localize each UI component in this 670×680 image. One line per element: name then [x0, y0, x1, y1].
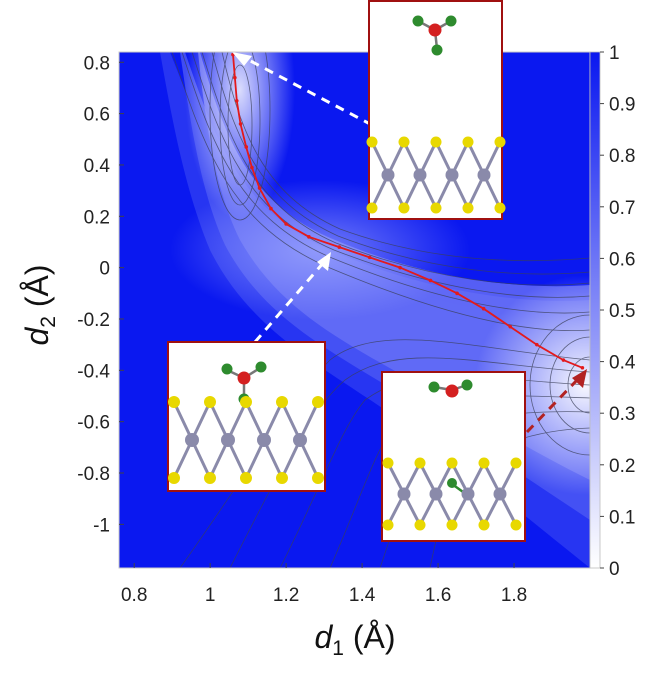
arrow-middle-head [317, 252, 331, 271]
colorbar-tick-label: 0.5 [609, 301, 635, 322]
y-tick-label: 0.8 [84, 53, 110, 74]
colorbar-tick-label: 0.9 [609, 95, 635, 116]
reaction-path-point [250, 165, 254, 170]
colorbar-tick-label: 0 [609, 559, 620, 580]
reaction-path-point [337, 245, 342, 249]
y-tick-label: -0.4 [77, 361, 110, 382]
reaction-path-point [238, 122, 243, 126]
y-axis-ticks: 0.8 0.6 0.4 0.2 0 -0.2 -0.4 -0.6 -0.8 -1 [77, 53, 124, 536]
arrow-right-head [572, 369, 587, 388]
y-tick-label: 0.6 [84, 105, 110, 126]
x-axis-ticks: 0.8 1 1.2 1.4 1.6 1.8 [121, 563, 527, 606]
x-tick-label: 1.2 [273, 585, 299, 606]
colorbar-ticks: 1 0.9 0.8 0.7 0.6 0.5 0.4 0.3 0.2 0.1 0 [600, 43, 636, 580]
reaction-path-point [307, 235, 311, 239]
mos2-slab-middle [168, 396, 324, 484]
arrow-right [525, 376, 581, 434]
reaction-path-point [244, 145, 249, 149]
arrow-top [242, 55, 373, 127]
arrow-top-head [232, 52, 252, 66]
y-tick-label: -0.6 [77, 413, 110, 434]
reaction-path-point [481, 306, 486, 311]
reaction-path-point [561, 358, 566, 362]
mos2-slab-right [382, 457, 522, 531]
colorbar-tick-label: 0.3 [609, 404, 635, 425]
reaction-path-point [269, 206, 273, 211]
mos2-slab-top [366, 136, 506, 214]
reaction-path-point [398, 265, 402, 270]
y-tick-label: 0 [99, 259, 110, 280]
colorbar [589, 51, 601, 569]
adsorbate-molecule-right [428, 379, 473, 398]
adsorbate-molecule-top [412, 15, 457, 56]
y-tick-label: -0.2 [77, 310, 110, 331]
reaction-path-point [233, 75, 237, 80]
y-axis-title: d2 (Å) [19, 264, 60, 345]
x-tick-label: 1.6 [425, 585, 451, 606]
reaction-path-point [257, 186, 262, 190]
colorbar-tick-label: 1 [609, 43, 620, 64]
colorbar-tick-label: 0.8 [609, 146, 635, 167]
colorbar-tick-label: 0.2 [609, 456, 635, 477]
reaction-path-points [231, 52, 585, 370]
reaction-path-point [455, 291, 459, 296]
colorbar-tick-label: 0.6 [609, 249, 635, 270]
x-tick-label: 1.8 [501, 585, 527, 606]
reaction-path-point [535, 342, 539, 347]
y-tick-label: -0.8 [77, 464, 110, 485]
reaction-path-point [580, 365, 585, 370]
inset-middle [167, 341, 326, 492]
reaction-path-point [428, 278, 433, 283]
reaction-path-point [234, 98, 239, 103]
x-axis-title: d1 (Å) [314, 619, 395, 660]
contour-lines [171, 52, 590, 568]
arrow-middle [253, 261, 326, 343]
x-tick-label: 0.8 [121, 585, 147, 606]
inset-right [381, 371, 526, 542]
reaction-path-point [508, 324, 513, 329]
annotation-arrows [232, 52, 587, 434]
x-tick-label: 1 [205, 585, 216, 606]
colorbar-tick-label: 0.4 [609, 353, 636, 374]
y-tick-label: 0.4 [84, 156, 111, 177]
colorbar-tick-label: 0.7 [609, 198, 635, 219]
inset-top [366, 0, 506, 220]
y-tick-label: -1 [93, 515, 110, 536]
colorbar-tick-label: 0.1 [609, 507, 635, 528]
reaction-path-line [232, 54, 583, 369]
x-tick-label: 1.4 [349, 585, 376, 606]
reaction-path-point [367, 255, 372, 260]
reaction-path-point [284, 222, 288, 226]
y-tick-label: 0.2 [84, 207, 110, 228]
